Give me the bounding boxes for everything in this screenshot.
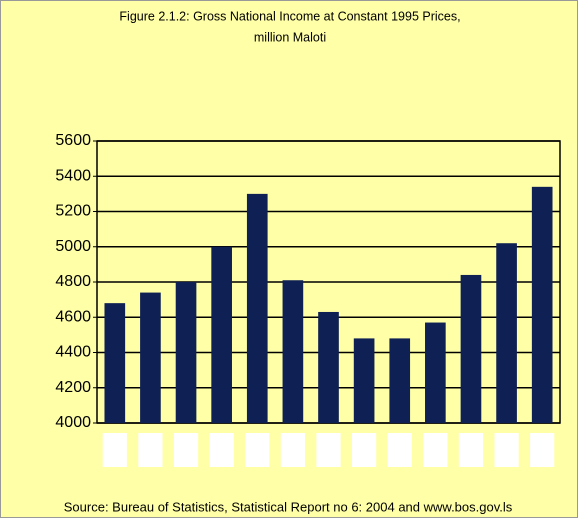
label-mask — [423, 433, 448, 467]
label-mask — [387, 433, 412, 467]
bar — [496, 243, 517, 423]
label-mask — [280, 433, 305, 467]
y-tick-label: 5400 — [55, 167, 91, 184]
y-tick-label: 4000 — [55, 414, 91, 431]
y-tick-label: 4800 — [55, 273, 91, 290]
y-tick-label: 4200 — [55, 379, 91, 396]
bar — [282, 280, 304, 423]
y-tick-label: 4400 — [55, 344, 91, 361]
bar — [531, 186, 553, 423]
label-mask — [458, 433, 484, 467]
chart-title: Figure 2.1.2: Gross National Income at C… — [119, 9, 460, 23]
y-tick-label: 5600 — [55, 132, 91, 149]
label-mask — [245, 433, 270, 467]
label-mask — [138, 433, 163, 467]
source-note: Source: Bureau of Statistics, Statistica… — [64, 499, 513, 514]
y-tick-label: 5000 — [55, 238, 91, 255]
y-tick-label: 4600 — [55, 308, 91, 325]
bar — [104, 303, 126, 423]
label-mask — [102, 433, 127, 467]
label-mask — [173, 433, 199, 467]
bar — [460, 274, 482, 423]
label-mask — [352, 433, 377, 467]
label-mask — [494, 433, 519, 467]
bar — [318, 311, 339, 423]
chart-subtitle: million Maloti — [254, 30, 326, 44]
bar — [211, 246, 232, 423]
y-tick-label: 5200 — [55, 203, 91, 220]
bar — [140, 292, 161, 423]
bar — [389, 338, 411, 423]
bar — [425, 322, 446, 423]
label-mask — [530, 433, 555, 467]
bar — [353, 338, 375, 423]
bar — [175, 282, 197, 423]
label-mask — [316, 433, 341, 467]
bar — [246, 193, 268, 423]
label-mask — [209, 433, 234, 467]
